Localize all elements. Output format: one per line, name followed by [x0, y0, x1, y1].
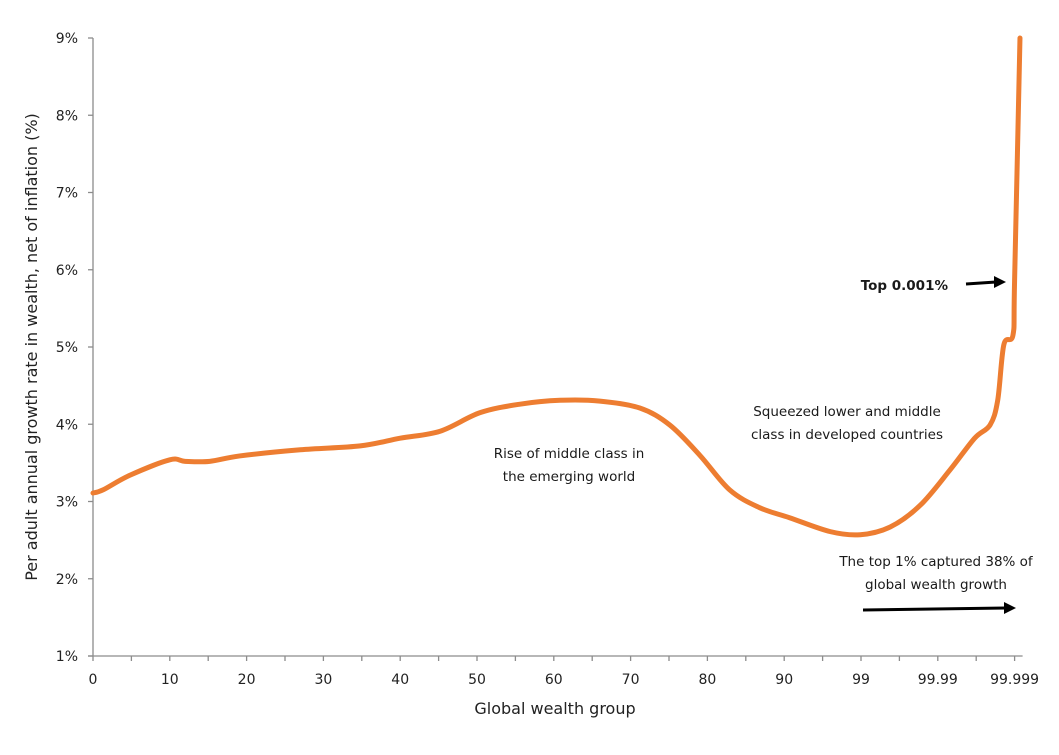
annotation-top1-line1: The top 1% captured 38% of: [838, 554, 1034, 570]
annotation-top1-line2: global wealth growth: [865, 577, 1007, 593]
x-tick-label: 99.999: [990, 672, 1039, 688]
x-tick-label: 30: [314, 672, 332, 688]
y-tick-label: 2%: [56, 572, 78, 588]
annotation-top-0001: Top 0.001%: [861, 278, 949, 294]
x-tick-label: 50: [468, 672, 486, 688]
arrow-icon-top-0001: [965, 276, 1006, 288]
x-tick-label: 99.99: [918, 672, 958, 688]
x-tick-label: 20: [238, 672, 256, 688]
annotation-middle-class-line2: the emerging world: [503, 469, 635, 485]
x-tick-label: 40: [391, 672, 409, 688]
annotation-squeezed-line2: class in developed countries: [751, 427, 943, 443]
y-tick-label: 8%: [56, 108, 78, 124]
x-tick-label: 80: [698, 672, 716, 688]
y-tick-label: 1%: [56, 649, 78, 665]
y-tick-label: 7%: [56, 186, 78, 202]
x-axis-title: Global wealth group: [474, 699, 635, 718]
x-tick-label: 99: [852, 672, 870, 688]
annotation-middle-class-line1: Rise of middle class in: [494, 446, 645, 462]
y-tick-label: 5%: [56, 340, 78, 356]
y-axis-title: Per adult annual growth rate in wealth, …: [22, 113, 41, 581]
y-tick-label: 6%: [56, 263, 78, 279]
x-tick-label: 70: [622, 672, 640, 688]
x-tick-label: 0: [89, 672, 98, 688]
arrow-icon-top1: [862, 602, 1016, 614]
x-axis: 0 10 20 30 40 50 60 70 80 90 99 99.99 99.999: [88, 655, 1039, 688]
y-tick-label: 3%: [56, 495, 78, 511]
x-tick-label: 10: [161, 672, 179, 688]
annotation-squeezed-line1: Squeezed lower and middle: [753, 404, 941, 420]
y-tick-label: 9%: [56, 31, 78, 47]
y-tick-label: 4%: [56, 417, 78, 433]
series-line-growth-rate: [90, 35, 1023, 538]
y-axis: 1% 2% 3% 4% 5% 6% 7% 8% 9%: [56, 31, 94, 665]
x-tick-label: 60: [545, 672, 563, 688]
x-tick-label: 90: [775, 672, 793, 688]
